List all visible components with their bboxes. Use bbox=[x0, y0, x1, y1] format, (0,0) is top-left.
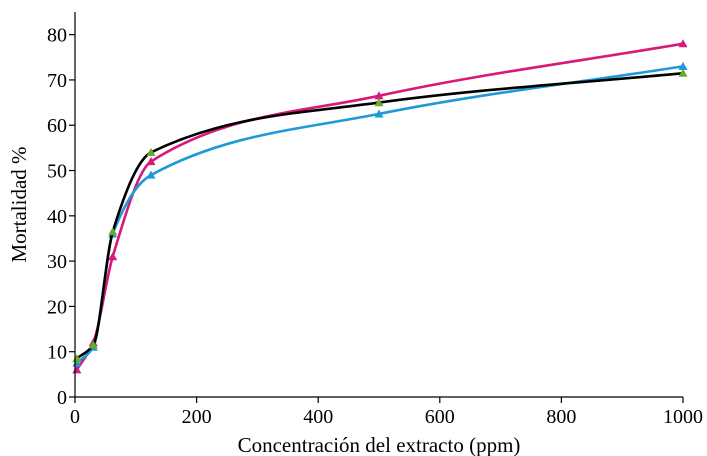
y-tick-label: 50 bbox=[47, 161, 67, 183]
y-tick-label: 40 bbox=[47, 206, 67, 228]
y-tick-label: 70 bbox=[47, 70, 67, 92]
data-point bbox=[374, 98, 384, 107]
data-point bbox=[678, 39, 688, 48]
series-line bbox=[75, 42, 684, 371]
y-tick-label: 60 bbox=[47, 115, 67, 137]
y-tick-label: 30 bbox=[47, 251, 67, 273]
data-point bbox=[374, 109, 384, 118]
x-tick-label: 1000 bbox=[663, 406, 703, 428]
data-point bbox=[678, 61, 688, 70]
data-point bbox=[108, 252, 118, 261]
series-1 bbox=[72, 39, 688, 374]
data-point bbox=[374, 91, 384, 100]
data-point bbox=[146, 156, 156, 166]
series-line bbox=[75, 71, 684, 360]
y-tick-label: 0 bbox=[57, 387, 67, 409]
y-tick-label: 10 bbox=[47, 342, 67, 364]
x-tick-label: 200 bbox=[182, 406, 212, 428]
series-2 bbox=[72, 61, 688, 367]
y-tick-label: 20 bbox=[47, 296, 67, 318]
data-point bbox=[88, 340, 98, 349]
series-layer bbox=[72, 39, 688, 374]
data-point bbox=[678, 68, 688, 77]
data-point bbox=[146, 170, 156, 179]
x-tick-label: 400 bbox=[303, 406, 333, 428]
x-axis-title: Concentración del extracto (ppm) bbox=[238, 433, 521, 456]
series-line bbox=[75, 65, 684, 364]
data-point bbox=[146, 147, 156, 157]
y-axis-title: Mortalidad % bbox=[7, 146, 31, 262]
data-point bbox=[108, 227, 118, 236]
y-tick-label: 80 bbox=[47, 25, 67, 47]
x-tick-label: 600 bbox=[425, 406, 455, 428]
x-tick-label: 0 bbox=[70, 406, 80, 428]
x-tick-label: 800 bbox=[546, 406, 576, 428]
